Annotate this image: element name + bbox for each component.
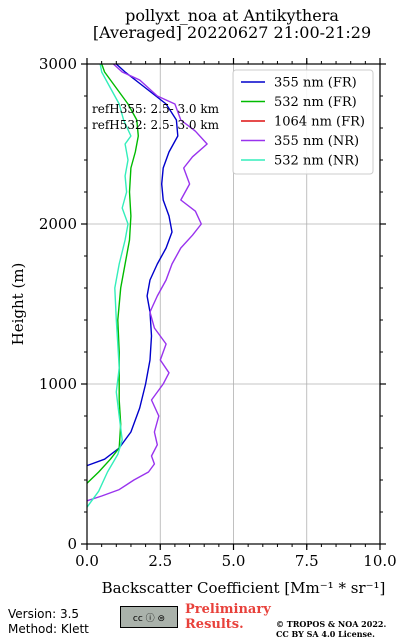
legend-entry: 1064 nm (FR) (274, 115, 365, 130)
copyright-line-2: CC BY SA 4.0 License. (276, 629, 375, 639)
x-tick-label: 5.0 (222, 552, 246, 570)
x-tick-label: 10.0 (363, 552, 396, 570)
legend-box (232, 69, 374, 175)
x-tick-label: 0.0 (75, 552, 99, 570)
series-line-1 (86, 63, 140, 484)
preliminary-results-note: Preliminary Results. (185, 602, 271, 632)
series-line-4 (86, 63, 132, 508)
y-tick-label: 3000 (39, 55, 77, 73)
copyright-line-1: © TROPOS & NOA 2022. (276, 619, 387, 629)
y-tick-label: 2000 (39, 215, 77, 233)
series-line-0 (86, 63, 179, 467)
y-axis-label: Height (m) (9, 263, 27, 346)
preliminary-line-2: Results. (185, 617, 244, 632)
copyright-note: © TROPOS & NOA 2022. CC BY SA 4.0 Licens… (276, 619, 386, 639)
chart-title: pollyxt_noa at Antikythera (125, 6, 339, 25)
series-line-3 (86, 63, 208, 502)
y-tick-label: 1000 (39, 375, 77, 393)
x-tick-label: 2.5 (148, 552, 172, 570)
legend-entry: 355 nm (NR) (274, 134, 359, 149)
legend-entry: 355 nm (FR) (274, 76, 357, 91)
x-tick-label: 7.5 (295, 552, 319, 570)
preliminary-line-1: Preliminary (185, 602, 271, 617)
backscatter-chart: 0.0 2.5 5.0 7.5 10.0 0 1000 2000 3000 Backscatter… (9, 55, 397, 597)
reference-height-annotation: refH355: 2.5- 3.0 km (92, 102, 220, 116)
cc-license-badge: cc ⓘ ⊜ (120, 606, 178, 628)
legend-entry: 532 nm (FR) (274, 95, 357, 110)
y-tick-label: 0 (67, 535, 77, 553)
legend-entry: 532 nm (NR) (274, 154, 359, 169)
chart-subtitle: [Averaged] 20220627 21:00-21:29 (92, 23, 372, 42)
method-label: Method: Klett (8, 622, 89, 636)
x-axis-label: Backscatter Coefficient [Mm⁻¹ * sr⁻¹] (102, 579, 386, 597)
version-label: Version: 3.5 (8, 607, 80, 621)
reference-height-annotation: refH532: 2.5- 3.0 km (92, 118, 220, 132)
